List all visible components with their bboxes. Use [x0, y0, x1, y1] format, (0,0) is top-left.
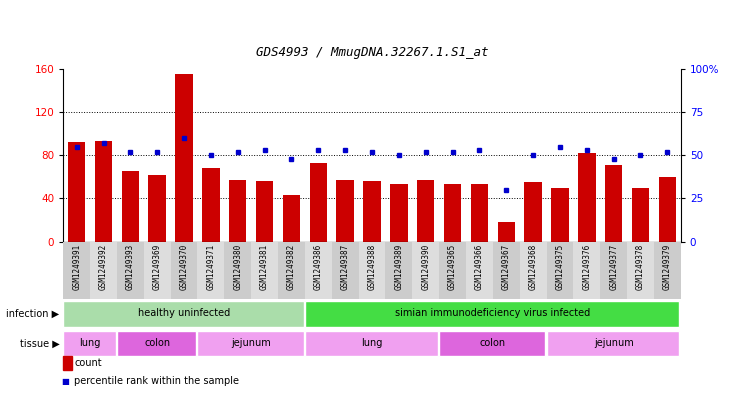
- Bar: [359, 242, 385, 299]
- Text: GSM1249371: GSM1249371: [206, 243, 216, 290]
- Text: lung: lung: [362, 338, 382, 348]
- Text: GSM1249382: GSM1249382: [287, 243, 296, 290]
- Text: GSM1249389: GSM1249389: [394, 243, 403, 290]
- Bar: [605, 165, 623, 242]
- Bar: [654, 242, 681, 299]
- Text: jejunum: jejunum: [231, 338, 271, 348]
- Text: GSM1249387: GSM1249387: [341, 243, 350, 290]
- Bar: [336, 180, 354, 242]
- FancyBboxPatch shape: [439, 331, 545, 356]
- Bar: [68, 142, 86, 242]
- Text: infection ▶: infection ▶: [7, 309, 60, 319]
- Bar: [600, 242, 627, 299]
- Text: GSM1249388: GSM1249388: [368, 243, 376, 290]
- Text: GSM1249379: GSM1249379: [663, 243, 672, 290]
- Text: GSM1249381: GSM1249381: [260, 243, 269, 290]
- Text: GSM1249370: GSM1249370: [179, 243, 188, 290]
- Text: GSM1249367: GSM1249367: [501, 243, 510, 290]
- Text: GSM1249392: GSM1249392: [99, 243, 108, 290]
- Bar: [417, 180, 434, 242]
- Text: GSM1249386: GSM1249386: [314, 243, 323, 290]
- FancyBboxPatch shape: [63, 301, 304, 327]
- Bar: [363, 181, 381, 242]
- Text: ■: ■: [62, 376, 69, 386]
- Text: colon: colon: [144, 338, 170, 348]
- Bar: [283, 195, 300, 242]
- Bar: [144, 242, 170, 299]
- Text: colon: colon: [480, 338, 506, 348]
- Text: GSM1249369: GSM1249369: [153, 243, 161, 290]
- Bar: [197, 242, 225, 299]
- Text: GSM1249393: GSM1249393: [126, 243, 135, 290]
- Bar: [305, 242, 332, 299]
- Bar: [256, 181, 273, 242]
- Bar: [278, 242, 305, 299]
- Bar: [390, 184, 408, 242]
- Text: GSM1249376: GSM1249376: [583, 243, 591, 290]
- Bar: [551, 187, 568, 242]
- Bar: [170, 242, 197, 299]
- Bar: [439, 242, 466, 299]
- Text: GDS4993 / MmugDNA.32267.1.S1_at: GDS4993 / MmugDNA.32267.1.S1_at: [256, 46, 488, 59]
- Text: count: count: [74, 358, 102, 368]
- Text: jejunum: jejunum: [594, 338, 633, 348]
- Bar: [202, 168, 219, 242]
- Bar: [519, 242, 547, 299]
- Bar: [493, 242, 519, 299]
- Text: lung: lung: [80, 338, 100, 348]
- FancyBboxPatch shape: [63, 331, 115, 356]
- Text: percentile rank within the sample: percentile rank within the sample: [74, 376, 240, 386]
- Bar: [547, 242, 574, 299]
- Bar: [229, 180, 246, 242]
- Bar: [412, 242, 439, 299]
- Text: GSM1249391: GSM1249391: [72, 243, 81, 290]
- Bar: [121, 171, 139, 242]
- FancyBboxPatch shape: [305, 301, 679, 327]
- Bar: [225, 242, 251, 299]
- Bar: [578, 153, 595, 242]
- Bar: [525, 182, 542, 242]
- Bar: [149, 174, 166, 242]
- Text: simian immunodeficiency virus infected: simian immunodeficiency virus infected: [395, 309, 591, 318]
- Bar: [627, 242, 654, 299]
- Text: GSM1249377: GSM1249377: [609, 243, 618, 290]
- FancyBboxPatch shape: [547, 331, 679, 356]
- Bar: [658, 177, 676, 242]
- Bar: [117, 242, 144, 299]
- Text: GSM1249366: GSM1249366: [475, 243, 484, 290]
- Bar: [310, 163, 327, 242]
- Text: tissue ▶: tissue ▶: [20, 338, 60, 349]
- Bar: [444, 184, 461, 242]
- Text: healthy uninfected: healthy uninfected: [138, 309, 230, 318]
- Bar: [385, 242, 412, 299]
- Bar: [94, 141, 112, 242]
- Bar: [574, 242, 600, 299]
- Text: GSM1249378: GSM1249378: [636, 243, 645, 290]
- Text: GSM1249380: GSM1249380: [234, 243, 243, 290]
- Bar: [498, 222, 515, 242]
- Bar: [332, 242, 359, 299]
- Bar: [63, 242, 90, 299]
- FancyBboxPatch shape: [305, 331, 437, 356]
- FancyBboxPatch shape: [117, 331, 196, 356]
- Bar: [251, 242, 278, 299]
- Text: GSM1249365: GSM1249365: [448, 243, 457, 290]
- FancyBboxPatch shape: [197, 331, 304, 356]
- Text: GSM1249390: GSM1249390: [421, 243, 430, 290]
- Bar: [466, 242, 493, 299]
- Text: GSM1249375: GSM1249375: [556, 243, 565, 290]
- Bar: [90, 242, 117, 299]
- Bar: [632, 187, 650, 242]
- Bar: [176, 74, 193, 242]
- Text: GSM1249368: GSM1249368: [528, 243, 538, 290]
- Bar: [471, 184, 488, 242]
